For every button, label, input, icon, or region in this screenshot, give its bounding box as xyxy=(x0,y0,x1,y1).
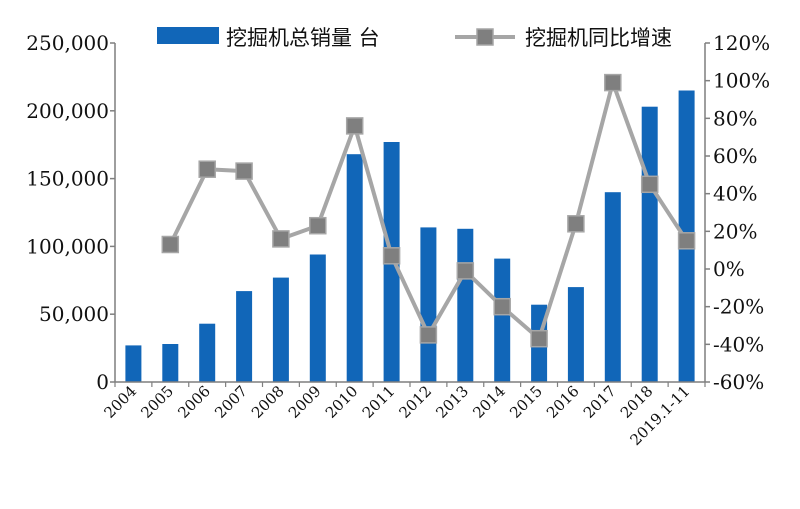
growth-point-2011 xyxy=(382,247,401,265)
y-right-tick-label: 120% xyxy=(713,31,770,55)
bar-2014 xyxy=(494,258,511,382)
bar-2017 xyxy=(604,192,621,382)
bar-2016 xyxy=(567,287,584,382)
y-left-tick-label: 250,000 xyxy=(26,31,109,55)
bar-2006 xyxy=(199,323,216,382)
growth-point-2018 xyxy=(640,175,659,194)
legend: 挖掘机总销量 台 挖掘机同比增速 xyxy=(157,26,672,50)
bar-2012 xyxy=(420,227,437,382)
bar-2007 xyxy=(236,291,253,382)
y-right-tick-label: 20% xyxy=(713,219,757,243)
growth-line-series xyxy=(161,73,696,348)
y-right-tick-label: 40% xyxy=(713,182,757,206)
growth-point-2007 xyxy=(235,162,253,180)
x-tick-label: 2006 xyxy=(174,382,214,422)
y-right-tick-label: 100% xyxy=(713,69,770,93)
growth-point-2013 xyxy=(456,262,475,280)
y-left-tick-label: 150,000 xyxy=(26,167,109,191)
bar-2008 xyxy=(272,277,289,382)
bar-2010 xyxy=(346,154,363,382)
bar-2004 xyxy=(125,345,142,382)
y-right-tick-label: -60% xyxy=(713,370,764,394)
growth-point-2009 xyxy=(309,216,327,235)
y-left-tick-label: 50,000 xyxy=(39,302,109,326)
y-left-tick-label: 0 xyxy=(96,370,109,394)
bar-2009 xyxy=(309,254,326,382)
bar-series xyxy=(125,90,695,382)
legend-line-marker xyxy=(476,28,494,46)
x-tick-label: 2008 xyxy=(248,382,288,422)
x-tick-label: 2012 xyxy=(396,382,436,422)
x-tick-label: 2015 xyxy=(506,382,546,422)
y-right-tick-label: 60% xyxy=(713,144,757,168)
legend-line-label: 挖掘机同比增速 xyxy=(525,26,672,50)
x-tick-label: 2010 xyxy=(322,382,362,422)
growth-point-2019.1-11 xyxy=(677,232,696,250)
growth-point-2008 xyxy=(272,230,290,248)
x-tick-label: 2016 xyxy=(543,382,583,422)
legend-bar-swatch xyxy=(157,27,219,44)
y-left-tick-label: 100,000 xyxy=(26,234,109,258)
bar-2018 xyxy=(641,106,658,382)
growth-point-2012 xyxy=(419,326,438,344)
y-right-tick-label: -20% xyxy=(713,295,764,319)
growth-point-2016 xyxy=(567,215,585,233)
x-tick-label: 2013 xyxy=(432,382,472,422)
x-tick-label: 2017 xyxy=(580,382,620,422)
y-right-tick-label: 0% xyxy=(713,257,745,281)
growth-point-2017 xyxy=(604,73,622,92)
x-tick-label: 2007 xyxy=(211,382,251,422)
x-tick-label: 2009 xyxy=(285,382,325,422)
growth-point-2014 xyxy=(493,297,511,316)
y-left-tick-label: 200,000 xyxy=(26,99,109,123)
x-tick-label: 2014 xyxy=(469,382,509,422)
y-right-tick-label: -40% xyxy=(713,332,764,356)
y-right-tick-label: 80% xyxy=(713,106,757,130)
growth-point-2005 xyxy=(161,235,180,254)
x-tick-label: 2005 xyxy=(137,382,177,422)
bar-2005 xyxy=(162,344,179,382)
growth-point-2006 xyxy=(198,160,216,178)
legend-bar-label: 挖掘机总销量 台 xyxy=(226,26,380,50)
growth-point-2015 xyxy=(530,329,548,348)
x-tick-label: 2011 xyxy=(359,382,399,422)
bar-2013 xyxy=(457,228,474,382)
growth-point-2010 xyxy=(345,117,364,135)
